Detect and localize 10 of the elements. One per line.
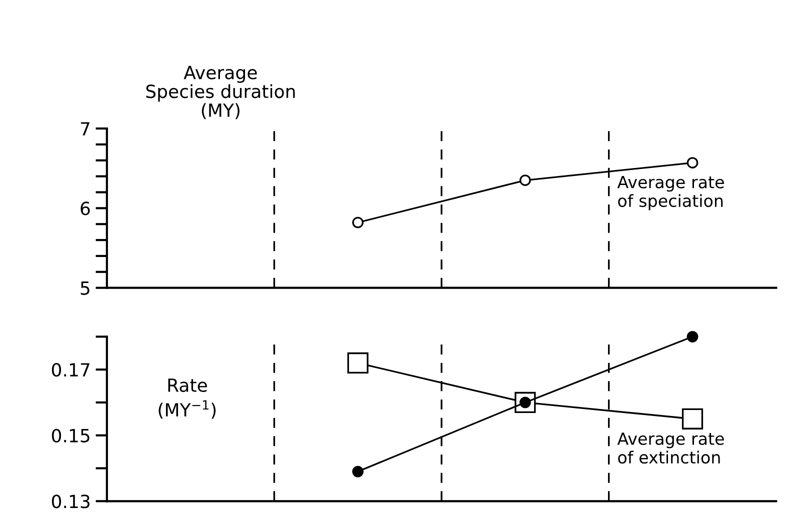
y-tick-label: 0.15 — [52, 428, 90, 442]
y-tick-label: 0.13 — [52, 494, 90, 508]
series-label: Average rate of extinction — [617, 432, 724, 464]
y-tick-label: 6 — [80, 202, 90, 216]
y-tick-label: 5 — [80, 282, 90, 295]
y-tick-label: 7 — [80, 122, 90, 136]
series-label: Average rate of speciation — [617, 176, 724, 210]
y-tick-label: 0.17 — [52, 363, 90, 377]
y-axis-title: Average Species duration (MY) — [146, 66, 295, 120]
y-axis-title: Rate (MY$^{−1}$) — [158, 378, 216, 419]
